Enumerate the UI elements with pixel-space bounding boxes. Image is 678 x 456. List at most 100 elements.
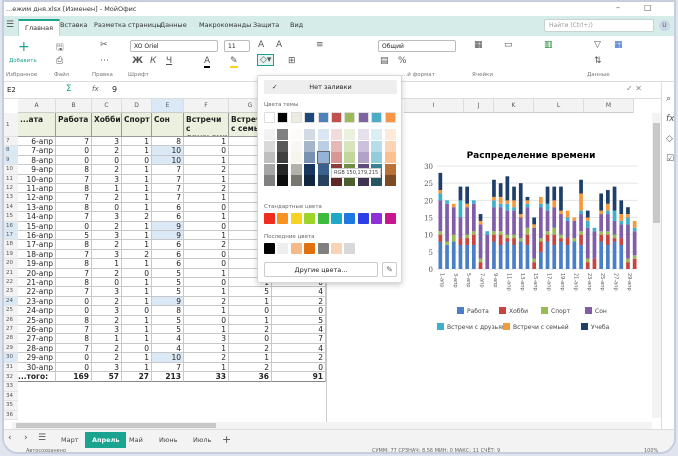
row-header[interactable]: 15 — [4, 212, 18, 222]
theme-color-swatch[interactable] — [317, 112, 329, 123]
stacked-bar-chart[interactable]: Распределение времени 0 5 10 15 20 25 30 1-апр 3… — [327, 143, 653, 373]
table-cell[interactable]: 7 — [56, 212, 92, 222]
theme-color-swatch[interactable] — [331, 112, 342, 123]
table-cell[interactable]: 7-апр — [18, 146, 56, 156]
table-cell[interactable]: 2 — [272, 296, 326, 307]
table-cell[interactable]: 0 — [92, 202, 122, 213]
font-size-select[interactable]: 11 — [224, 40, 250, 52]
table-cell[interactable]: 25-апр — [18, 315, 56, 325]
theme-color-swatch[interactable] — [290, 112, 302, 123]
row-header[interactable]: 33 — [4, 382, 18, 392]
tab-insert[interactable]: Вставка — [60, 21, 88, 29]
table-cell[interactable]: 26-апр — [18, 325, 56, 335]
table-cell[interactable]: 1 — [122, 184, 152, 194]
standard-color-swatch[interactable] — [384, 213, 396, 224]
row-header[interactable]: 17 — [4, 231, 18, 241]
theme-shade-swatch[interactable] — [304, 152, 316, 163]
table-cell[interactable]: 0 — [122, 343, 152, 354]
horizontal-scrollbar[interactable] — [12, 422, 652, 429]
table-cell[interactable]: 3 — [92, 325, 122, 335]
table-cell[interactable]: 7 — [152, 184, 184, 194]
table-cell[interactable]: 1 — [184, 231, 229, 241]
tab-protection[interactable]: Защита — [253, 21, 280, 29]
theme-color-swatch[interactable] — [384, 112, 396, 123]
header-cell[interactable]: ...ата — [18, 113, 56, 137]
table-cell[interactable]: 2 — [92, 353, 122, 363]
theme-shade-swatch[interactable] — [277, 152, 289, 163]
theme-shade-swatch[interactable] — [357, 129, 369, 140]
table-cell[interactable]: 0 — [92, 278, 122, 288]
table-cell[interactable]: 1 — [184, 268, 229, 278]
row-header[interactable]: 20 — [4, 259, 18, 269]
table-cell[interactable]: 1 — [122, 240, 152, 250]
bold-button[interactable]: Ж — [132, 56, 144, 66]
header-cell[interactable]: Хобби — [92, 113, 122, 137]
standard-color-swatch[interactable] — [304, 213, 316, 224]
increase-font-icon[interactable]: A — [258, 40, 265, 50]
column-header-i[interactable]: I — [404, 99, 464, 113]
table-cell[interactable]: 6 — [152, 212, 184, 222]
table-cell[interactable]: 4 — [272, 343, 326, 354]
row-header[interactable]: 28 — [4, 334, 18, 344]
print-icon[interactable]: ⎙ — [56, 56, 64, 66]
theme-shade-swatch[interactable] — [357, 175, 369, 186]
recent-color-swatch[interactable] — [317, 243, 329, 254]
theme-shade-swatch[interactable] — [304, 163, 316, 175]
header-cell[interactable]: Работа — [56, 113, 92, 137]
table-cell[interactable]: 1 — [122, 221, 152, 231]
theme-shade-swatch[interactable] — [304, 140, 316, 152]
total-cell[interactable]: ...того: — [18, 372, 56, 383]
table-cell[interactable]: 1 — [229, 353, 272, 363]
row-header[interactable]: 30 — [4, 353, 18, 363]
table-cell[interactable]: 2 — [92, 193, 122, 203]
table-cell[interactable]: 28-апр — [18, 343, 56, 354]
row-header[interactable]: 21 — [4, 268, 18, 278]
more-colors-button[interactable]: Другие цвета... — [264, 262, 378, 277]
theme-shade-swatch[interactable] — [290, 140, 302, 152]
borders-icon[interactable]: ⊞ — [288, 56, 296, 66]
total-cell[interactable]: 36 — [229, 372, 272, 383]
row-header[interactable]: 1 — [4, 113, 18, 137]
menu-icon[interactable]: ☰ — [6, 20, 15, 30]
table-cell[interactable]: 0 — [92, 155, 122, 166]
theme-shade-swatch[interactable] — [277, 140, 289, 152]
theme-shade-swatch[interactable] — [317, 140, 329, 152]
standard-color-swatch[interactable] — [277, 213, 289, 224]
column-header-l[interactable]: L — [534, 99, 584, 113]
table-cell[interactable]: 16-апр — [18, 231, 56, 241]
table-cell[interactable]: 4 — [272, 287, 326, 297]
table-cell[interactable]: 4 — [272, 325, 326, 335]
row-header[interactable]: 14 — [4, 202, 18, 213]
table-cell[interactable]: 7 — [56, 287, 92, 297]
table-cell[interactable]: 1 — [122, 362, 152, 372]
table-cell[interactable]: 0 — [272, 362, 326, 372]
table-cell[interactable]: 1 — [122, 353, 152, 363]
table-cell[interactable]: 7 — [152, 362, 184, 372]
underline-button[interactable]: Ч — [166, 56, 173, 66]
theme-shade-swatch[interactable] — [371, 129, 383, 140]
standard-color-swatch[interactable] — [264, 213, 275, 224]
table-cell[interactable]: 7 — [56, 174, 92, 184]
table-cell[interactable]: 1 — [184, 362, 229, 372]
table-cell[interactable]: 1 — [184, 325, 229, 335]
table-cell[interactable]: 2 — [184, 240, 229, 250]
table-cell[interactable]: 1 — [122, 137, 152, 147]
next-sheet-icon[interactable]: › — [24, 433, 28, 443]
recent-color-swatch[interactable] — [290, 243, 302, 254]
row-header[interactable]: 23 — [4, 287, 18, 297]
more-icon[interactable]: ⋯ — [100, 56, 109, 66]
column-header-d[interactable]: D — [122, 99, 152, 113]
table-cell[interactable]: 1 — [122, 259, 152, 269]
column-header-c[interactable]: C — [92, 99, 122, 113]
table-cell[interactable]: 8-апр — [18, 155, 56, 166]
table-cell[interactable]: 3 — [92, 137, 122, 147]
table-cell[interactable]: 3 — [184, 334, 229, 344]
row-header[interactable]: 10 — [4, 165, 18, 175]
theme-shade-swatch[interactable] — [357, 140, 369, 152]
table-cell[interactable]: 3 — [92, 231, 122, 241]
theme-shade-swatch[interactable] — [331, 152, 342, 163]
table-cell[interactable]: 2 — [229, 343, 272, 354]
row-header[interactable]: 27 — [4, 325, 18, 335]
table-cell[interactable]: 19-апр — [18, 259, 56, 269]
sum-icon[interactable]: Σ — [66, 84, 72, 94]
